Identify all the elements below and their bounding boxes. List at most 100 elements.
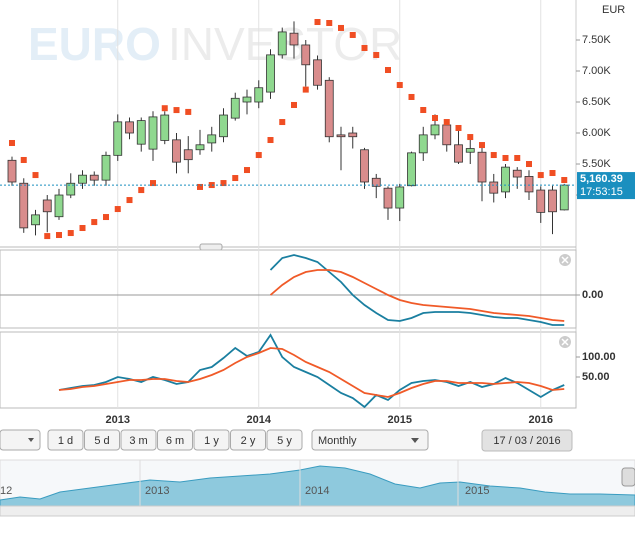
candle-body <box>371 177 381 187</box>
sar-dot <box>91 219 98 226</box>
date-label: 17 / 03 / 2016 <box>493 435 560 447</box>
range-button[interactable] <box>157 429 193 451</box>
sar-dot <box>9 139 15 146</box>
sar-dot <box>455 124 462 131</box>
range-label: 5 y <box>277 435 292 447</box>
range-button[interactable] <box>193 429 230 451</box>
y-tick-label: 6.50K <box>582 96 611 108</box>
candle-body <box>430 124 440 136</box>
y-tick-label: 7.00K <box>582 65 611 77</box>
x-tick-label: 2013 <box>106 414 130 426</box>
range-button[interactable] <box>230 429 266 451</box>
sar-dot <box>220 180 227 187</box>
candle-body <box>242 96 252 103</box>
sar-dot <box>479 142 485 149</box>
candle-body <box>407 152 416 187</box>
indicator-line <box>58 333 565 408</box>
candle-body <box>19 182 29 229</box>
candle-body <box>266 54 275 93</box>
range-button[interactable] <box>266 429 303 451</box>
x-tick-label: 2015 <box>388 414 412 426</box>
sar-dot <box>443 119 450 126</box>
candle-body <box>66 182 76 196</box>
scrollbar[interactable] <box>0 505 635 517</box>
y-tick-label: 7.50K <box>582 34 611 46</box>
sar-dot <box>197 183 203 190</box>
scroll-handle[interactable] <box>621 467 635 487</box>
sar-dot <box>396 82 403 89</box>
candle-body <box>477 151 487 183</box>
range-button[interactable] <box>47 429 84 451</box>
candle-body <box>42 199 52 213</box>
sar-dot <box>514 155 521 162</box>
sar-dot <box>255 152 262 159</box>
last-price-label: 5,160.39 <box>580 173 623 185</box>
y-tick-label: 100.00 <box>582 351 616 363</box>
sar-dot <box>361 44 368 51</box>
candle-body <box>31 214 40 226</box>
candle-body <box>172 139 181 163</box>
candle-body <box>195 144 205 151</box>
y-tick-label: 0.00 <box>582 289 603 301</box>
sar-dot <box>537 172 544 179</box>
sar-dot <box>232 175 239 182</box>
tool-dropdown[interactable] <box>0 429 41 451</box>
indicator-line <box>269 269 565 322</box>
toolbar: 1 d 5 d 3 m 6 m 1 y 2 y 5 y Monthly 17 / 03 / … <box>0 429 573 452</box>
close-button[interactable] <box>559 336 571 348</box>
sar-dot <box>79 225 86 232</box>
y-tick-label: 50.00 <box>582 371 610 383</box>
sar-dot <box>302 86 309 93</box>
x-tick-label: 2016 <box>529 414 553 426</box>
candle-body <box>230 97 240 119</box>
sar-dot <box>279 119 286 126</box>
candle-body <box>465 148 475 153</box>
sar-dot <box>138 187 145 194</box>
sar-dot <box>549 170 556 177</box>
sar-dot <box>349 31 356 38</box>
candle-body <box>136 120 146 145</box>
candle-body <box>489 181 499 194</box>
sar-dot <box>526 161 532 168</box>
candle-body <box>183 149 193 161</box>
close-button[interactable] <box>559 254 571 266</box>
candle-body <box>148 116 158 150</box>
sar-dot <box>561 177 568 184</box>
candle-body <box>313 59 322 86</box>
panel-border <box>0 331 577 409</box>
range-button[interactable] <box>84 429 120 451</box>
candle-body <box>559 184 569 211</box>
candle-body <box>277 31 287 56</box>
sar-dot <box>173 107 180 114</box>
range-button[interactable] <box>120 429 157 451</box>
range-label: 3 m <box>129 435 147 447</box>
candle-body <box>442 124 452 146</box>
candle-body <box>301 44 311 66</box>
y-tick-label: 5.50K <box>582 158 611 170</box>
watermark: EURO <box>28 18 161 70</box>
sar-dot <box>420 107 427 114</box>
candle-body <box>78 174 87 184</box>
candle-body <box>548 189 557 213</box>
candle-body <box>454 144 463 163</box>
sar-dot <box>267 137 274 144</box>
candle-body <box>395 186 405 209</box>
candle-body <box>54 194 64 218</box>
candle-body <box>501 166 510 193</box>
resize-handle[interactable] <box>199 243 223 251</box>
date-box[interactable] <box>481 429 573 452</box>
panel-border <box>0 249 577 329</box>
currency: EUR <box>602 4 625 16</box>
last-price-box <box>577 172 635 200</box>
candle-body <box>89 174 99 181</box>
interval-label: Monthly <box>318 435 357 447</box>
sar-dot <box>291 101 297 108</box>
sar-dot <box>185 108 192 115</box>
interval-select[interactable] <box>311 429 429 451</box>
candle-body <box>536 189 546 213</box>
range-label: 1 y <box>204 435 219 447</box>
navigator-label: 2014 <box>305 485 329 497</box>
range-label: 1 d <box>58 435 73 447</box>
sar-dot <box>326 20 333 27</box>
